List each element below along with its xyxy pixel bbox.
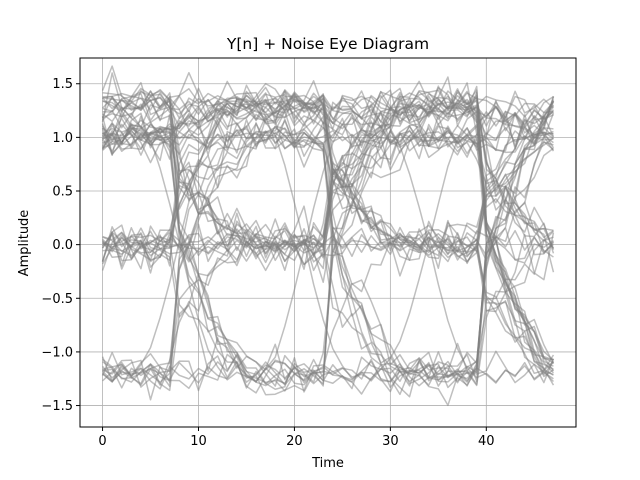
plot-frame bbox=[79, 57, 577, 428]
y-tick-label: −1.5 bbox=[41, 399, 73, 414]
y-tick-label: −1.0 bbox=[41, 345, 73, 360]
x-axis-ticks: 0 10 20 30 40 bbox=[98, 427, 495, 449]
y-tick-label: 1.0 bbox=[52, 131, 73, 146]
eye-trace bbox=[102, 125, 554, 149]
eye-trace bbox=[102, 86, 554, 242]
eye-trace bbox=[102, 360, 554, 386]
eye-trace bbox=[102, 71, 554, 248]
eye-trace bbox=[102, 227, 555, 258]
x-tick-label: 10 bbox=[190, 434, 207, 449]
y-tick-label: 0.5 bbox=[52, 185, 73, 200]
eye-trace bbox=[102, 111, 554, 390]
y-tick-label: 0.0 bbox=[52, 238, 73, 253]
x-tick-label: 40 bbox=[478, 434, 495, 449]
eye-trace bbox=[102, 87, 554, 387]
chart-title: Y[n] + Noise Eye Diagram bbox=[226, 35, 429, 53]
eye-trace bbox=[102, 106, 554, 383]
y-tick-label: 1.5 bbox=[52, 77, 73, 92]
x-tick-label: 0 bbox=[98, 434, 106, 449]
eye-traces bbox=[101, 65, 555, 407]
y-axis-label: Amplitude bbox=[17, 210, 32, 277]
eye-trace bbox=[102, 84, 555, 376]
x-axis-label: Time bbox=[311, 456, 344, 471]
eye-trace bbox=[101, 236, 554, 396]
x-tick-label: 20 bbox=[286, 434, 303, 449]
eye-trace bbox=[102, 103, 554, 129]
x-tick-label: 30 bbox=[382, 434, 399, 449]
y-axis-ticks: −1.5 −1.0 −0.5 0.0 0.5 1.0 1.5 bbox=[41, 77, 80, 414]
y-tick-label: −0.5 bbox=[41, 292, 73, 307]
